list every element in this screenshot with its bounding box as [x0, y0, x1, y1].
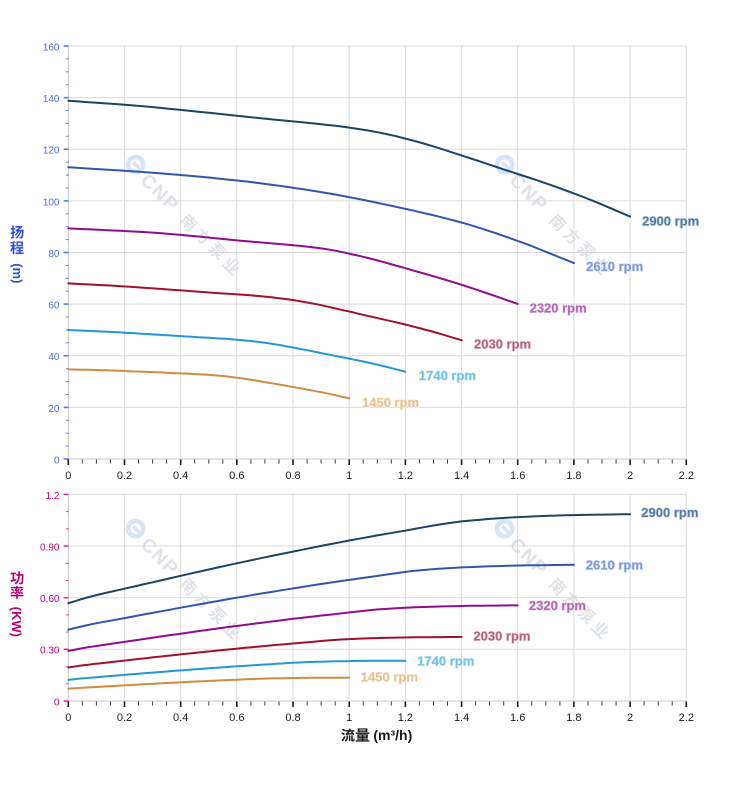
svg-text:1.8: 1.8 [566, 712, 581, 724]
svg-text:0.30: 0.30 [40, 646, 60, 657]
svg-text:1.8: 1.8 [566, 470, 581, 482]
svg-text:80: 80 [48, 249, 60, 260]
svg-text:0: 0 [65, 470, 71, 482]
svg-text:60: 60 [48, 301, 60, 312]
svg-text:1.4: 1.4 [454, 470, 469, 482]
svg-text:1.2: 1.2 [46, 491, 60, 502]
svg-text:2: 2 [627, 470, 633, 482]
svg-text:1: 1 [346, 470, 352, 482]
svg-text:1740 rpm: 1740 rpm [419, 368, 476, 383]
svg-text:40: 40 [48, 352, 60, 363]
svg-text:1.2: 1.2 [398, 470, 413, 482]
svg-text:(m): (m) [10, 263, 25, 283]
svg-text:0: 0 [54, 455, 60, 466]
svg-text:1450 rpm: 1450 rpm [362, 395, 419, 410]
svg-text:2.2: 2.2 [679, 470, 694, 482]
svg-text:1.2: 1.2 [398, 712, 413, 724]
svg-text:0.8: 0.8 [285, 470, 300, 482]
svg-text:2320 rpm: 2320 rpm [530, 301, 587, 316]
svg-text:1.4: 1.4 [454, 712, 469, 724]
svg-text:0.6: 0.6 [229, 470, 244, 482]
svg-text:0.60: 0.60 [40, 594, 60, 605]
svg-text:100: 100 [43, 197, 60, 208]
svg-text:160: 160 [43, 42, 60, 53]
svg-text:2: 2 [627, 712, 633, 724]
svg-text:120: 120 [43, 146, 60, 157]
svg-text:2610 rpm: 2610 rpm [586, 558, 643, 573]
svg-text:1.6: 1.6 [510, 712, 525, 724]
svg-text:0: 0 [65, 712, 71, 724]
svg-text:0: 0 [54, 697, 60, 708]
svg-text:(m³/h): (m³/h) [373, 727, 412, 743]
svg-text:0.4: 0.4 [173, 470, 188, 482]
svg-text:140: 140 [43, 94, 60, 105]
svg-text:1: 1 [346, 712, 352, 724]
svg-text:1740 rpm: 1740 rpm [417, 654, 474, 669]
svg-text:2320 rpm: 2320 rpm [529, 598, 586, 613]
svg-text:0.2: 0.2 [117, 712, 132, 724]
svg-text:2900 rpm: 2900 rpm [641, 505, 698, 520]
svg-text:20: 20 [48, 404, 60, 415]
svg-text:0.8: 0.8 [285, 712, 300, 724]
svg-text:1450 rpm: 1450 rpm [361, 670, 418, 685]
svg-text:2030 rpm: 2030 rpm [474, 337, 531, 352]
svg-text:0.4: 0.4 [173, 712, 188, 724]
svg-text:1.6: 1.6 [510, 470, 525, 482]
svg-text:(KW): (KW) [9, 607, 24, 637]
svg-text:0.2: 0.2 [117, 470, 132, 482]
svg-text:2.2: 2.2 [679, 712, 694, 724]
svg-text:0.6: 0.6 [229, 712, 244, 724]
svg-text:2900 rpm: 2900 rpm [642, 214, 699, 229]
svg-text:2610 rpm: 2610 rpm [586, 259, 643, 274]
svg-text:2030 rpm: 2030 rpm [473, 629, 530, 644]
svg-text:0.90: 0.90 [40, 542, 60, 553]
